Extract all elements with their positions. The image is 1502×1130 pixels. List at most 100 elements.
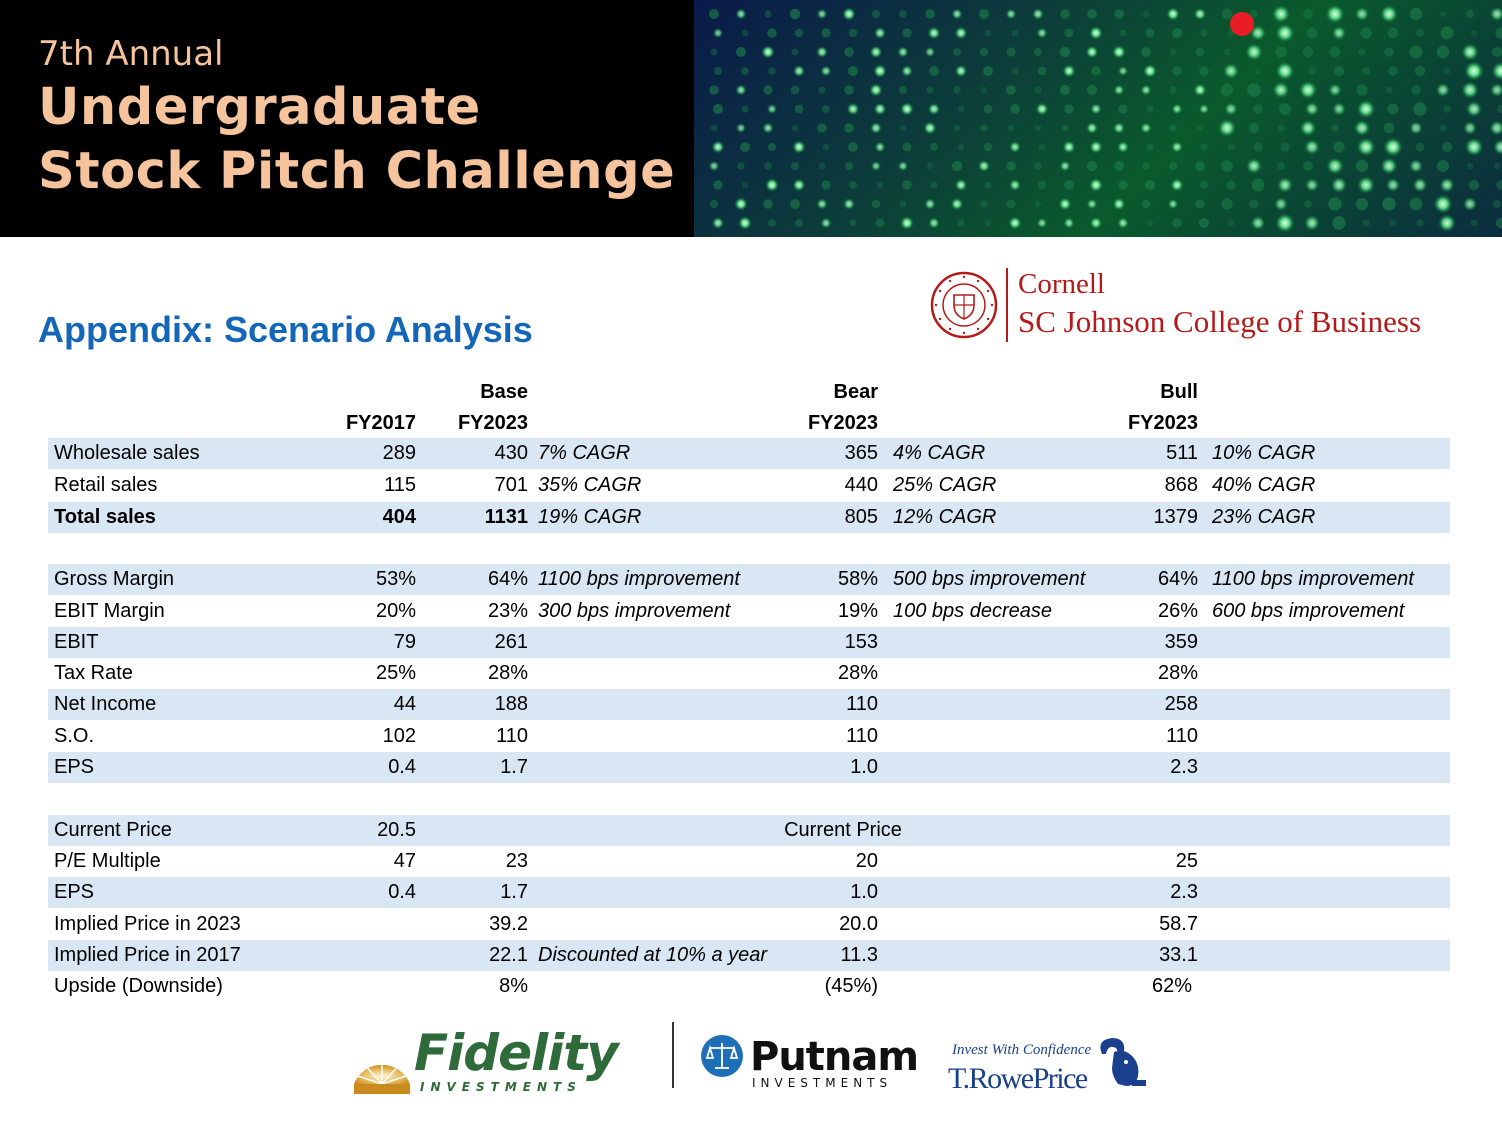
led-dot bbox=[1113, 122, 1125, 134]
table-header-row-2: FY2017 FY2023 FY2023 FY2023 bbox=[48, 411, 1450, 442]
led-dot bbox=[979, 9, 989, 19]
led-dot bbox=[816, 46, 828, 58]
led-dot bbox=[1006, 85, 1016, 95]
led-dot bbox=[983, 142, 993, 152]
table-row: P/E Multiple 47 23 20 25 bbox=[48, 846, 1450, 877]
led-dot bbox=[816, 8, 828, 20]
note-bear: 500 bps improvement bbox=[893, 568, 1086, 590]
led-dot bbox=[1416, 219, 1424, 227]
led-dot bbox=[821, 180, 831, 190]
led-dot bbox=[1380, 157, 1398, 175]
cell-bull: 25 bbox=[1175, 850, 1198, 872]
led-dot bbox=[1009, 179, 1021, 191]
cornell-logo: Cornell SC Johnson College of Business bbox=[930, 268, 1490, 344]
led-dot bbox=[1062, 140, 1076, 154]
cell-bull: 62% bbox=[1151, 975, 1192, 997]
led-dot bbox=[710, 48, 718, 56]
led-dot bbox=[1193, 83, 1207, 97]
led-dot bbox=[794, 28, 804, 38]
cell-bull: 64% bbox=[1157, 568, 1198, 590]
led-dot bbox=[1440, 26, 1454, 40]
led-dot bbox=[1010, 104, 1020, 114]
led-dot bbox=[844, 123, 854, 133]
cell-bear: 1.0 bbox=[850, 756, 878, 778]
led-dot bbox=[741, 181, 749, 189]
led-dot bbox=[1142, 10, 1150, 18]
header-bull-fy2023: FY2023 bbox=[1127, 412, 1198, 434]
led-dot bbox=[899, 10, 907, 18]
led-dot bbox=[950, 197, 964, 211]
cell-bull: 258 bbox=[1164, 693, 1198, 715]
cell-base: 110 bbox=[496, 725, 528, 747]
led-dot bbox=[1495, 217, 1502, 229]
led-dot bbox=[1387, 103, 1399, 115]
led-dot bbox=[1112, 45, 1126, 59]
led-dot bbox=[1254, 67, 1262, 75]
led-dot bbox=[1195, 47, 1205, 57]
led-dot bbox=[1064, 180, 1074, 190]
led-dot bbox=[735, 122, 747, 134]
fidelity-logo: Fidelity INVESTMENTS bbox=[350, 1020, 650, 1100]
sponsor-divider bbox=[672, 1022, 674, 1088]
led-dot bbox=[1034, 86, 1042, 94]
cell-bear: 805 bbox=[844, 506, 878, 528]
led-dot bbox=[794, 104, 804, 114]
led-dot bbox=[954, 64, 968, 78]
led-dot bbox=[1217, 118, 1237, 138]
led-dot bbox=[1037, 180, 1047, 190]
led-dot bbox=[1441, 141, 1453, 153]
led-dot bbox=[738, 216, 752, 230]
led-dot bbox=[1195, 161, 1205, 171]
led-dot bbox=[1220, 83, 1234, 97]
led-dot bbox=[849, 219, 857, 227]
cell-bear: 20 bbox=[855, 850, 878, 872]
led-dot bbox=[1302, 46, 1314, 58]
cell-base: 1.7 bbox=[500, 756, 528, 778]
table-row: Net Income 44 188 110 258 bbox=[48, 689, 1450, 720]
led-dot bbox=[822, 143, 830, 151]
led-dot bbox=[1387, 27, 1399, 39]
note-bull: 10% CAGR bbox=[1212, 442, 1316, 464]
trowe-price-logo: Invest With Confidence T.RowePrice bbox=[948, 1032, 1158, 1102]
note-base: 7% CAGR bbox=[538, 442, 631, 464]
led-dot bbox=[1465, 9, 1475, 19]
led-dot bbox=[713, 104, 723, 114]
led-dot bbox=[1118, 180, 1128, 190]
led-dot bbox=[1415, 28, 1425, 38]
led-dot bbox=[822, 105, 830, 113]
led-dot bbox=[984, 29, 992, 37]
cell-bull: 2.3 bbox=[1170, 756, 1198, 778]
led-dot bbox=[1032, 8, 1044, 20]
led-dot bbox=[844, 85, 854, 95]
led-dot bbox=[1275, 61, 1295, 81]
led-dot bbox=[1271, 4, 1291, 24]
cornell-name: Cornell bbox=[1018, 268, 1105, 300]
led-dot bbox=[709, 9, 719, 19]
led-dot bbox=[1089, 178, 1103, 192]
led-dot bbox=[1172, 66, 1182, 76]
led-dot bbox=[740, 142, 750, 152]
led-dot bbox=[1304, 139, 1320, 155]
led-dot bbox=[1325, 4, 1345, 24]
cell-bear: 11.3 bbox=[840, 944, 878, 966]
cell-fy2017: 44 bbox=[393, 693, 416, 715]
led-dot bbox=[1117, 65, 1129, 77]
led-dot bbox=[870, 160, 882, 172]
led-dot bbox=[1493, 162, 1501, 170]
led-dot bbox=[741, 105, 749, 113]
led-dot bbox=[1489, 82, 1502, 98]
row-label: Current Price bbox=[54, 819, 172, 841]
led-dot bbox=[820, 217, 832, 229]
led-dot bbox=[848, 28, 858, 38]
led-dot bbox=[1307, 66, 1317, 76]
led-dot bbox=[763, 199, 773, 209]
led-dot bbox=[1468, 179, 1480, 191]
led-dot bbox=[1382, 197, 1396, 211]
led-dot bbox=[1037, 66, 1047, 76]
led-dot bbox=[1495, 27, 1502, 39]
led-dot bbox=[901, 65, 913, 77]
led-dot bbox=[1328, 197, 1342, 211]
led-dot bbox=[1303, 9, 1313, 19]
led-dot bbox=[1011, 67, 1019, 75]
cell-bull: 58.7 bbox=[1159, 913, 1198, 935]
